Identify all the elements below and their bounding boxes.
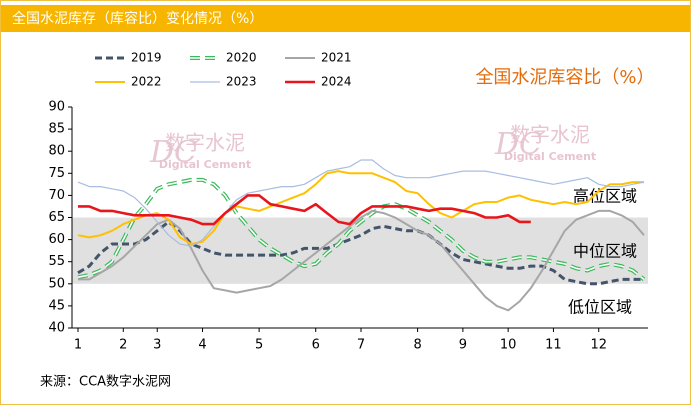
x-tick-label: 12 <box>590 338 607 353</box>
y-tick-label: 70 <box>48 188 65 203</box>
legend-label: 2024 <box>321 75 352 89</box>
y-tick-label: 40 <box>48 321 65 336</box>
series-line <box>78 194 531 226</box>
y-tick-label: 85 <box>48 122 65 137</box>
x-tick-label: 8 <box>413 338 421 353</box>
y-tick-label: 80 <box>48 144 65 159</box>
x-tick-label: 11 <box>545 338 562 353</box>
x-tick-label: 6 <box>312 338 320 353</box>
y-tick-label: 90 <box>48 100 65 115</box>
legend-label: 2023 <box>226 75 257 89</box>
watermark-text: 数字水泥 <box>165 131 245 155</box>
watermark-logo: DC <box>494 127 542 162</box>
legend-label: 2020 <box>226 51 257 65</box>
y-tick-label: 75 <box>48 166 65 181</box>
x-tick-label: 2 <box>119 338 127 353</box>
series-line <box>77 159 645 247</box>
zone-label: 低位区域 <box>568 298 632 317</box>
legend-label: 2022 <box>131 75 162 89</box>
x-tick-label: 4 <box>198 338 206 353</box>
header-bar <box>1 5 690 32</box>
x-tick-label: 9 <box>459 338 467 353</box>
legend-label: 2021 <box>321 51 352 65</box>
legend-label: 2019 <box>131 51 162 65</box>
y-tick-label: 45 <box>48 298 65 313</box>
x-tick-label: 5 <box>255 338 263 353</box>
chart-title: 全国水泥库容比（%） <box>475 67 654 88</box>
y-tick-label: 55 <box>48 254 65 269</box>
series-line <box>78 209 645 312</box>
watermark-logo: DC <box>149 135 197 170</box>
x-tick-label: 1 <box>74 338 82 353</box>
y-tick-label: 65 <box>48 210 65 225</box>
source: 来源：CCA数字水泥网 <box>40 375 171 390</box>
y-tick-label: 60 <box>48 232 65 247</box>
x-tick-label: 7 <box>357 338 365 353</box>
x-tick-label: 3 <box>153 338 161 353</box>
watermark-subtext: Digital Cement <box>504 150 596 163</box>
zone-band <box>72 217 648 284</box>
watermark-subtext: Digital Cement <box>159 158 251 171</box>
header-title: 全国水泥库存（库容比）变化情况（%） <box>12 10 263 27</box>
watermark-text: 数字水泥 <box>510 123 590 147</box>
y-tick-label: 50 <box>48 276 65 291</box>
series-line-inner <box>77 179 645 281</box>
x-tick-label: 10 <box>500 338 517 353</box>
series-line <box>77 170 644 245</box>
zone-label: 中位区域 <box>573 242 637 261</box>
